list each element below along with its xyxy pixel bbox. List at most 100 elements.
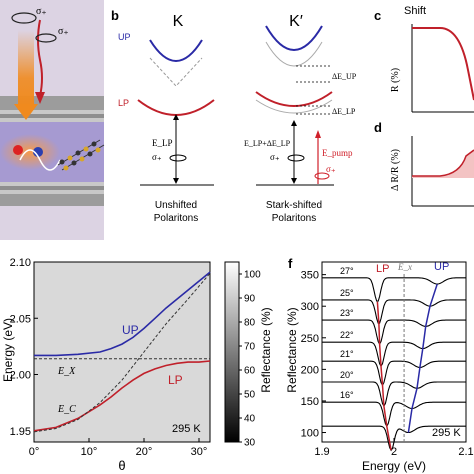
panel-b: b K K′ UP LP E_LP σ₊ Unshifted Polariton… — [111, 8, 357, 224]
y-tick-label: 2.00 — [10, 370, 31, 382]
sigma-b-right: σ₊ — [270, 152, 280, 162]
up-guide-line — [407, 283, 438, 433]
trace-angle-label: 23° — [340, 308, 354, 318]
spectrum-trace — [322, 381, 466, 408]
spectrum-trace — [322, 401, 466, 428]
polarization-circle-icon — [169, 154, 187, 162]
spectrum-trace — [322, 425, 466, 452]
elp-label: E_LP — [152, 138, 173, 148]
panel-c: c Shift R (%) — [374, 5, 474, 113]
caption-right-1: Stark-shifted — [266, 200, 322, 211]
polarization-circle-icon — [11, 12, 37, 24]
spectrum-trace — [322, 277, 466, 302]
electron-icon — [33, 147, 43, 157]
spectra-traces: 27° 25° 23° 22° 21° 20° 16° — [322, 266, 466, 452]
y-tick-label: 2.10 — [10, 257, 31, 269]
y-tick-label: 150 — [301, 396, 319, 408]
heatmap-up-label: UP — [122, 323, 139, 337]
colorbar-tick-label: 60 — [244, 366, 256, 377]
trace-angle-label: 20° — [340, 370, 354, 380]
panel-e: 0° 10° 20° 30°1.952.002.052.10 Energy (eV) … — [1, 257, 273, 473]
spectrum-trace — [322, 319, 466, 346]
up-branch-left — [149, 39, 203, 62]
spectra-xlabel: Energy (eV) — [362, 459, 426, 473]
y-tick-label: 350 — [301, 270, 319, 282]
caption-left-1: Unshifted — [155, 200, 197, 211]
spectra-ylabel: Reflectance (%) — [285, 307, 299, 392]
panel-d-shade — [412, 150, 474, 178]
spectra-ticks: 1.9 2 2.1 100 150 200 250 300 350 — [301, 270, 474, 458]
panel-c-letter: c — [374, 8, 381, 23]
heatmap-plot-area — [33, 261, 211, 443]
colorbar-tick-label: 70 — [244, 342, 256, 353]
lp-label-b: LP — [118, 98, 129, 108]
colorbar-tick-label: 40 — [244, 414, 256, 425]
polarization-circle-icon — [314, 172, 330, 180]
trace-angle-label: 25° — [340, 288, 354, 298]
y-tick-label: 1.95 — [10, 426, 31, 438]
panel-f: f 1.9 2 2.1 100 150 200 250 300 350 27° 25° 23° 22°… — [285, 256, 474, 473]
sigma-pump: σ₊ — [326, 164, 336, 174]
trace-angle-label: 27° — [340, 266, 354, 276]
elp-sum-label: E_LP+ΔE_LP — [244, 139, 291, 148]
x-tick-label: 2.1 — [458, 446, 473, 458]
up-label-b: UP — [118, 32, 131, 42]
probe-arrowhead — [35, 92, 45, 104]
spectra-temp-label: 295 K — [432, 427, 461, 439]
spectra-up-label: UP — [434, 261, 449, 273]
probe-pulse — [37, 19, 43, 97]
x-tick-label: 20° — [136, 446, 153, 458]
colorbar-tick-label: 30 — [244, 438, 256, 449]
de-lp-label: ΔE_LP — [332, 107, 356, 116]
y-tick-label: 300 — [301, 301, 319, 313]
panel-a: σ₊ σ₊ — [0, 0, 105, 240]
spectra-ex-label: E_x — [397, 262, 412, 272]
unshifted-lp-right — [255, 99, 333, 114]
spectrum-trace — [322, 299, 466, 324]
colorbar-tick-label: 80 — [244, 318, 256, 329]
sigma-a-2: σ₊ — [58, 26, 69, 37]
caption-right-2: Polaritons — [272, 213, 316, 224]
heatmap-ylabel: Energy (eV) — [1, 318, 15, 382]
colorbar-label: Reflectance (%) — [259, 307, 273, 392]
lp-branch-left — [137, 99, 215, 116]
panel-d-ylabel: Δ R/R (%) — [390, 149, 401, 191]
colorbar-ticks: 30 40 50 60 70 80 90 100 — [239, 270, 261, 449]
heatmap-xlabel: θ — [118, 458, 125, 473]
heatmap-series — [33, 271, 211, 433]
lp-branch-right — [255, 91, 333, 107]
heatmap-temp-label: 295 K — [172, 423, 201, 435]
panel-c-trace — [412, 27, 474, 101]
e-pump-label: E_pump — [322, 148, 353, 158]
hole-icon — [13, 145, 23, 155]
panel-d-trace — [412, 149, 474, 177]
heatmap-ex-label: E_X — [57, 366, 76, 377]
exciton-glow — [0, 134, 60, 170]
spectrum-trace — [322, 360, 466, 387]
panel-f-letter: f — [288, 256, 293, 271]
heatmap-lp-label: LP — [168, 373, 183, 387]
colorbar-tick-label: 100 — [244, 270, 261, 281]
polarization-circle-icon — [287, 154, 305, 162]
heatmap-ec-label: E_C — [57, 404, 76, 415]
valley-k-prime-label: K′ — [289, 13, 303, 30]
series-e-c — [33, 272, 211, 433]
lp-guide-line — [376, 301, 392, 451]
panel-b-letter: b — [111, 8, 119, 23]
de-up-label: ΔE_UP — [332, 72, 357, 81]
x-tick-label: 1.9 — [314, 446, 329, 458]
x-tick-label: 2 — [391, 446, 397, 458]
spectra-lp-label: LP — [376, 263, 389, 275]
valley-k-label: K — [173, 13, 184, 30]
panel-c-ylabel: R (%) — [390, 68, 401, 92]
y-tick-label: 2.05 — [10, 313, 31, 325]
up-branch-right — [265, 25, 323, 51]
polarization-circle-icon — [35, 33, 57, 43]
colorbar-tick-label: 50 — [244, 390, 256, 401]
x-tick-label: 10° — [81, 446, 98, 458]
y-tick-label: 100 — [301, 428, 319, 440]
x-tick-label: 0° — [29, 446, 40, 458]
y-tick-label: 200 — [301, 364, 319, 376]
unshifted-up-right — [265, 41, 323, 67]
